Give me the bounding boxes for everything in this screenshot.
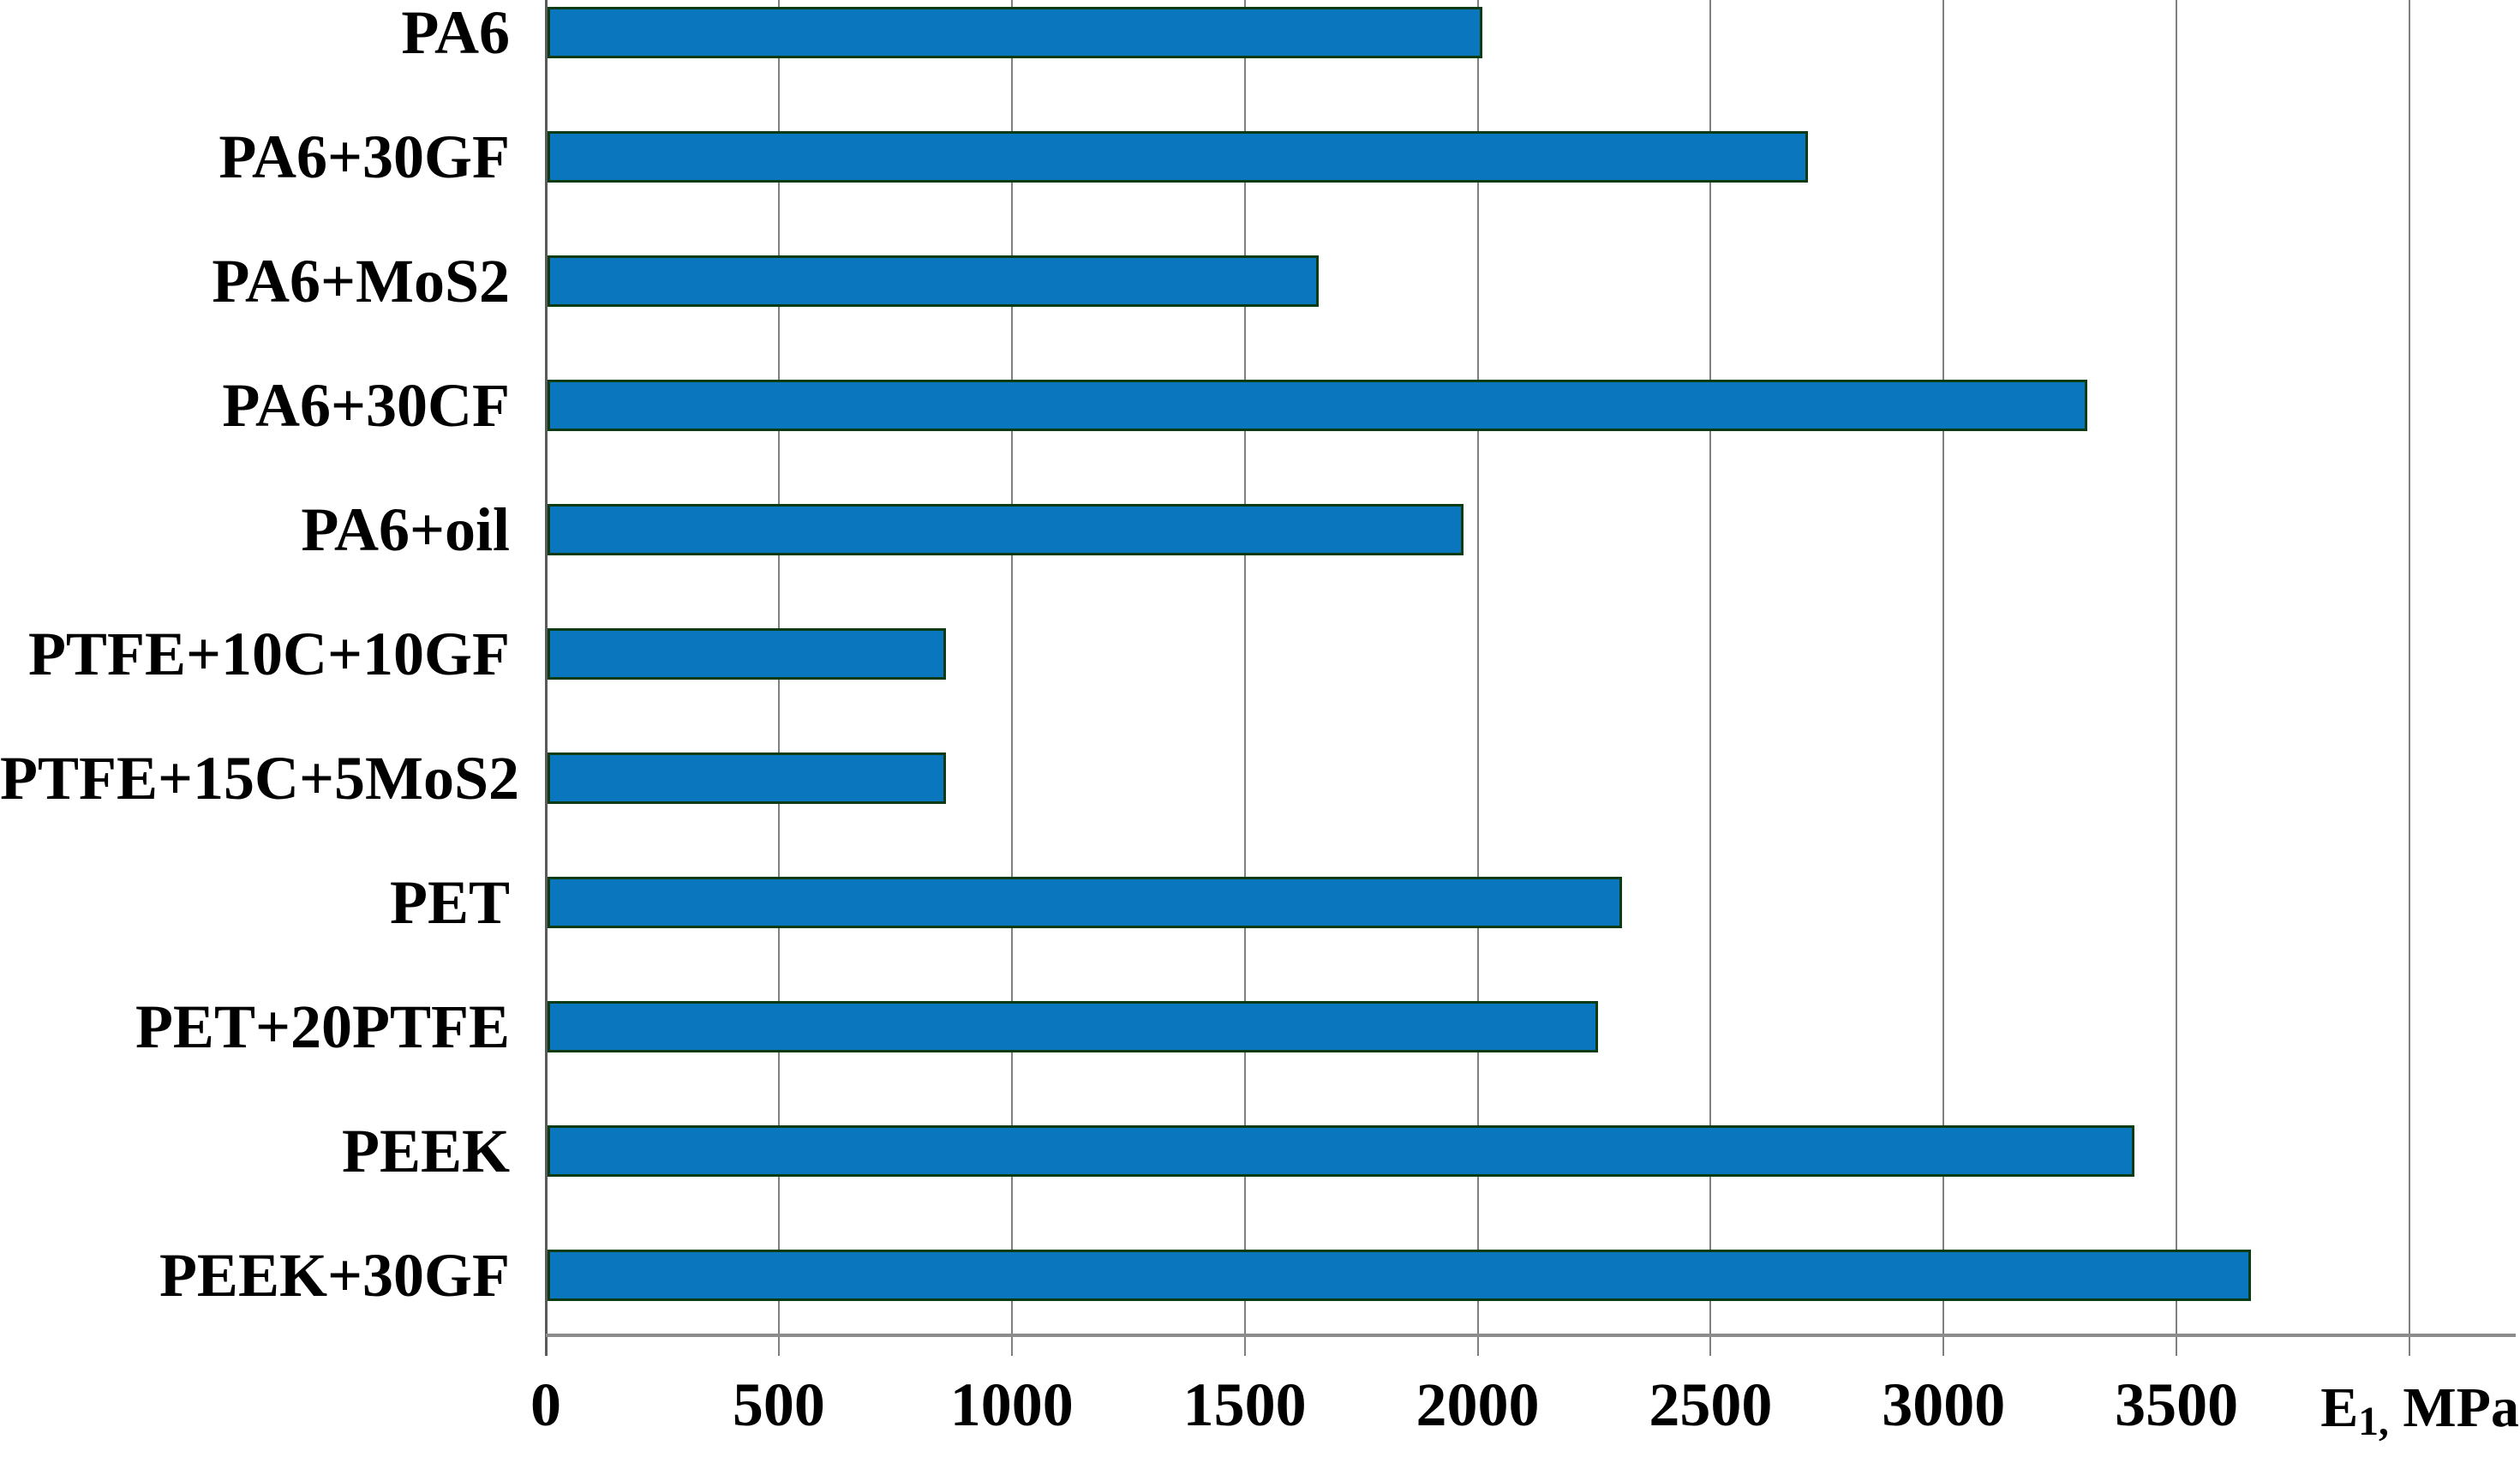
x-axis-title-subscript: 1, [2358,1400,2389,1445]
x-axis-title-unit: MPa [2388,1376,2519,1439]
gridline [1476,0,1479,1356]
x-axis-title: E1, MPa [2262,1371,2519,1450]
x-tick-label: 2500 [1649,1370,1773,1439]
gridline [1010,0,1013,1356]
category-label: PA6 [401,0,510,67]
x-tick-label: 2000 [1416,1370,1540,1439]
value-bar [548,1250,2251,1301]
category-label: PA6+oil [301,495,510,564]
x-tick-label: 1500 [1182,1370,1307,1439]
x-tick-label: 3500 [2115,1370,2239,1439]
value-bar [548,380,2087,431]
gridline [2409,0,2410,1356]
value-bar [548,1125,2134,1177]
value-bar [548,752,946,804]
category-label: PTFE+15C+5MoS2 [0,744,520,812]
category-label: PEEK+30GF [159,1241,510,1310]
gridline [1942,0,1945,1356]
value-bar [548,628,946,680]
value-bar [548,877,1622,928]
category-label: PET [389,868,510,937]
value-bar [548,1001,1598,1052]
value-bar [548,504,1464,555]
gridline [1243,0,1246,1356]
x-axis-line [546,1334,2516,1337]
value-bar [548,131,1808,183]
category-label: PA6+30GF [218,123,510,191]
gridline [2176,0,2178,1356]
category-label: PEEK [341,1117,510,1185]
x-tick-label: 3000 [1882,1370,2006,1439]
value-bar [548,7,1482,58]
category-label: PA6+30CF [222,371,510,440]
x-tick-label: 0 [530,1370,561,1439]
x-axis-title-base: E [2320,1376,2359,1439]
category-label: PA6+MoS2 [212,247,510,315]
x-tick-label: 1000 [949,1370,1074,1439]
y-axis-line [545,0,548,1356]
category-label: PET+20PTFE [135,992,510,1061]
gridline [1709,0,1712,1356]
category-label: PTFE+10C+10GF [27,620,510,688]
x-tick-label: 500 [732,1370,825,1439]
value-bar [548,255,1319,307]
